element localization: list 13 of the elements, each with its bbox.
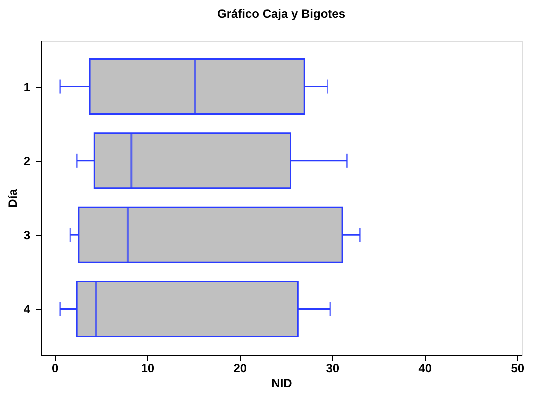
- y-tick-label: 2: [24, 154, 31, 168]
- chart-title: Gráfico Caja y Bigotes: [217, 7, 346, 21]
- x-tick-label: 10: [141, 362, 155, 376]
- y-tick-label: 3: [24, 228, 31, 243]
- x-tick-label: 50: [511, 362, 525, 376]
- x-tick-label: 20: [234, 362, 248, 376]
- x-tick-label: 30: [326, 362, 340, 376]
- x-tick-label: 40: [418, 362, 432, 376]
- y-tick-label: 1: [24, 80, 31, 94]
- x-tick-label: 0: [52, 362, 60, 376]
- y-tick-label: 4: [24, 302, 31, 317]
- y-axis-title: Día: [6, 188, 20, 208]
- x-axis-title: NID: [272, 376, 293, 390]
